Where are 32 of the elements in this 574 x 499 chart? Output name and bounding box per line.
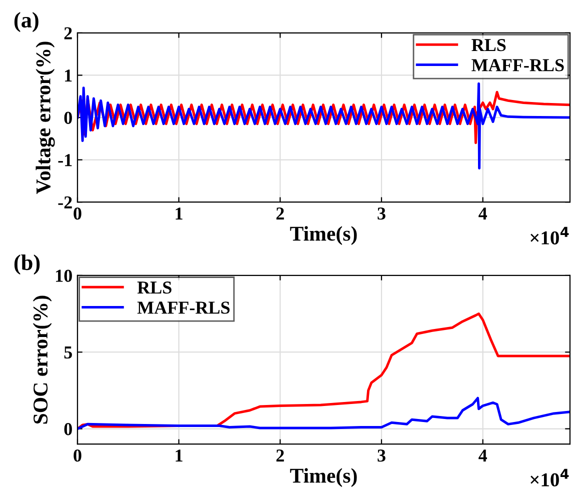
x-axis-title: Time(s) <box>290 226 357 245</box>
x-tick-label: 1 <box>176 450 182 462</box>
y-axis-title: Voltage error(%) <box>36 42 55 194</box>
legend-label: RLS <box>137 282 172 294</box>
x-tick-label: 1 <box>176 208 182 220</box>
y-axis-title: SOC error(%) <box>32 296 52 424</box>
y-tick-label: 10 <box>56 270 72 282</box>
line-series <box>77 396 570 430</box>
chart-title: (a) <box>14 12 38 32</box>
legend-label: RLS <box>472 39 506 52</box>
text: ×10$^{4}$ <box>530 226 569 244</box>
x-tick-label: 2 <box>276 208 284 220</box>
y-tick-label: 1 <box>65 70 72 82</box>
x-tick-label: 3 <box>378 450 386 462</box>
chart-title: (b) <box>14 254 40 275</box>
x-tick-label: 4 <box>478 450 488 462</box>
y-tick-label: -1 <box>58 154 72 166</box>
line-series <box>77 82 570 170</box>
legend-label: MAFF-RLS <box>137 302 230 314</box>
y-tick-label: 0 <box>64 423 72 436</box>
x-tick-label: 0 <box>74 449 82 462</box>
y-tick-label: 5 <box>64 346 72 359</box>
text: ×10$^{4}$ <box>530 468 569 486</box>
y-tick-label: 0 <box>64 112 72 124</box>
y-tick-label: 2 <box>64 27 72 40</box>
y-tick-label: -2 <box>58 196 72 208</box>
x-tick-label: 4 <box>478 208 488 220</box>
x-tick-label: 0 <box>74 207 82 220</box>
x-tick-label: 2 <box>276 450 284 462</box>
x-axis-title: Time(s) <box>290 468 357 488</box>
legend-label: MAFF-RLS <box>472 59 564 72</box>
x-tick-label: 3 <box>378 208 386 220</box>
